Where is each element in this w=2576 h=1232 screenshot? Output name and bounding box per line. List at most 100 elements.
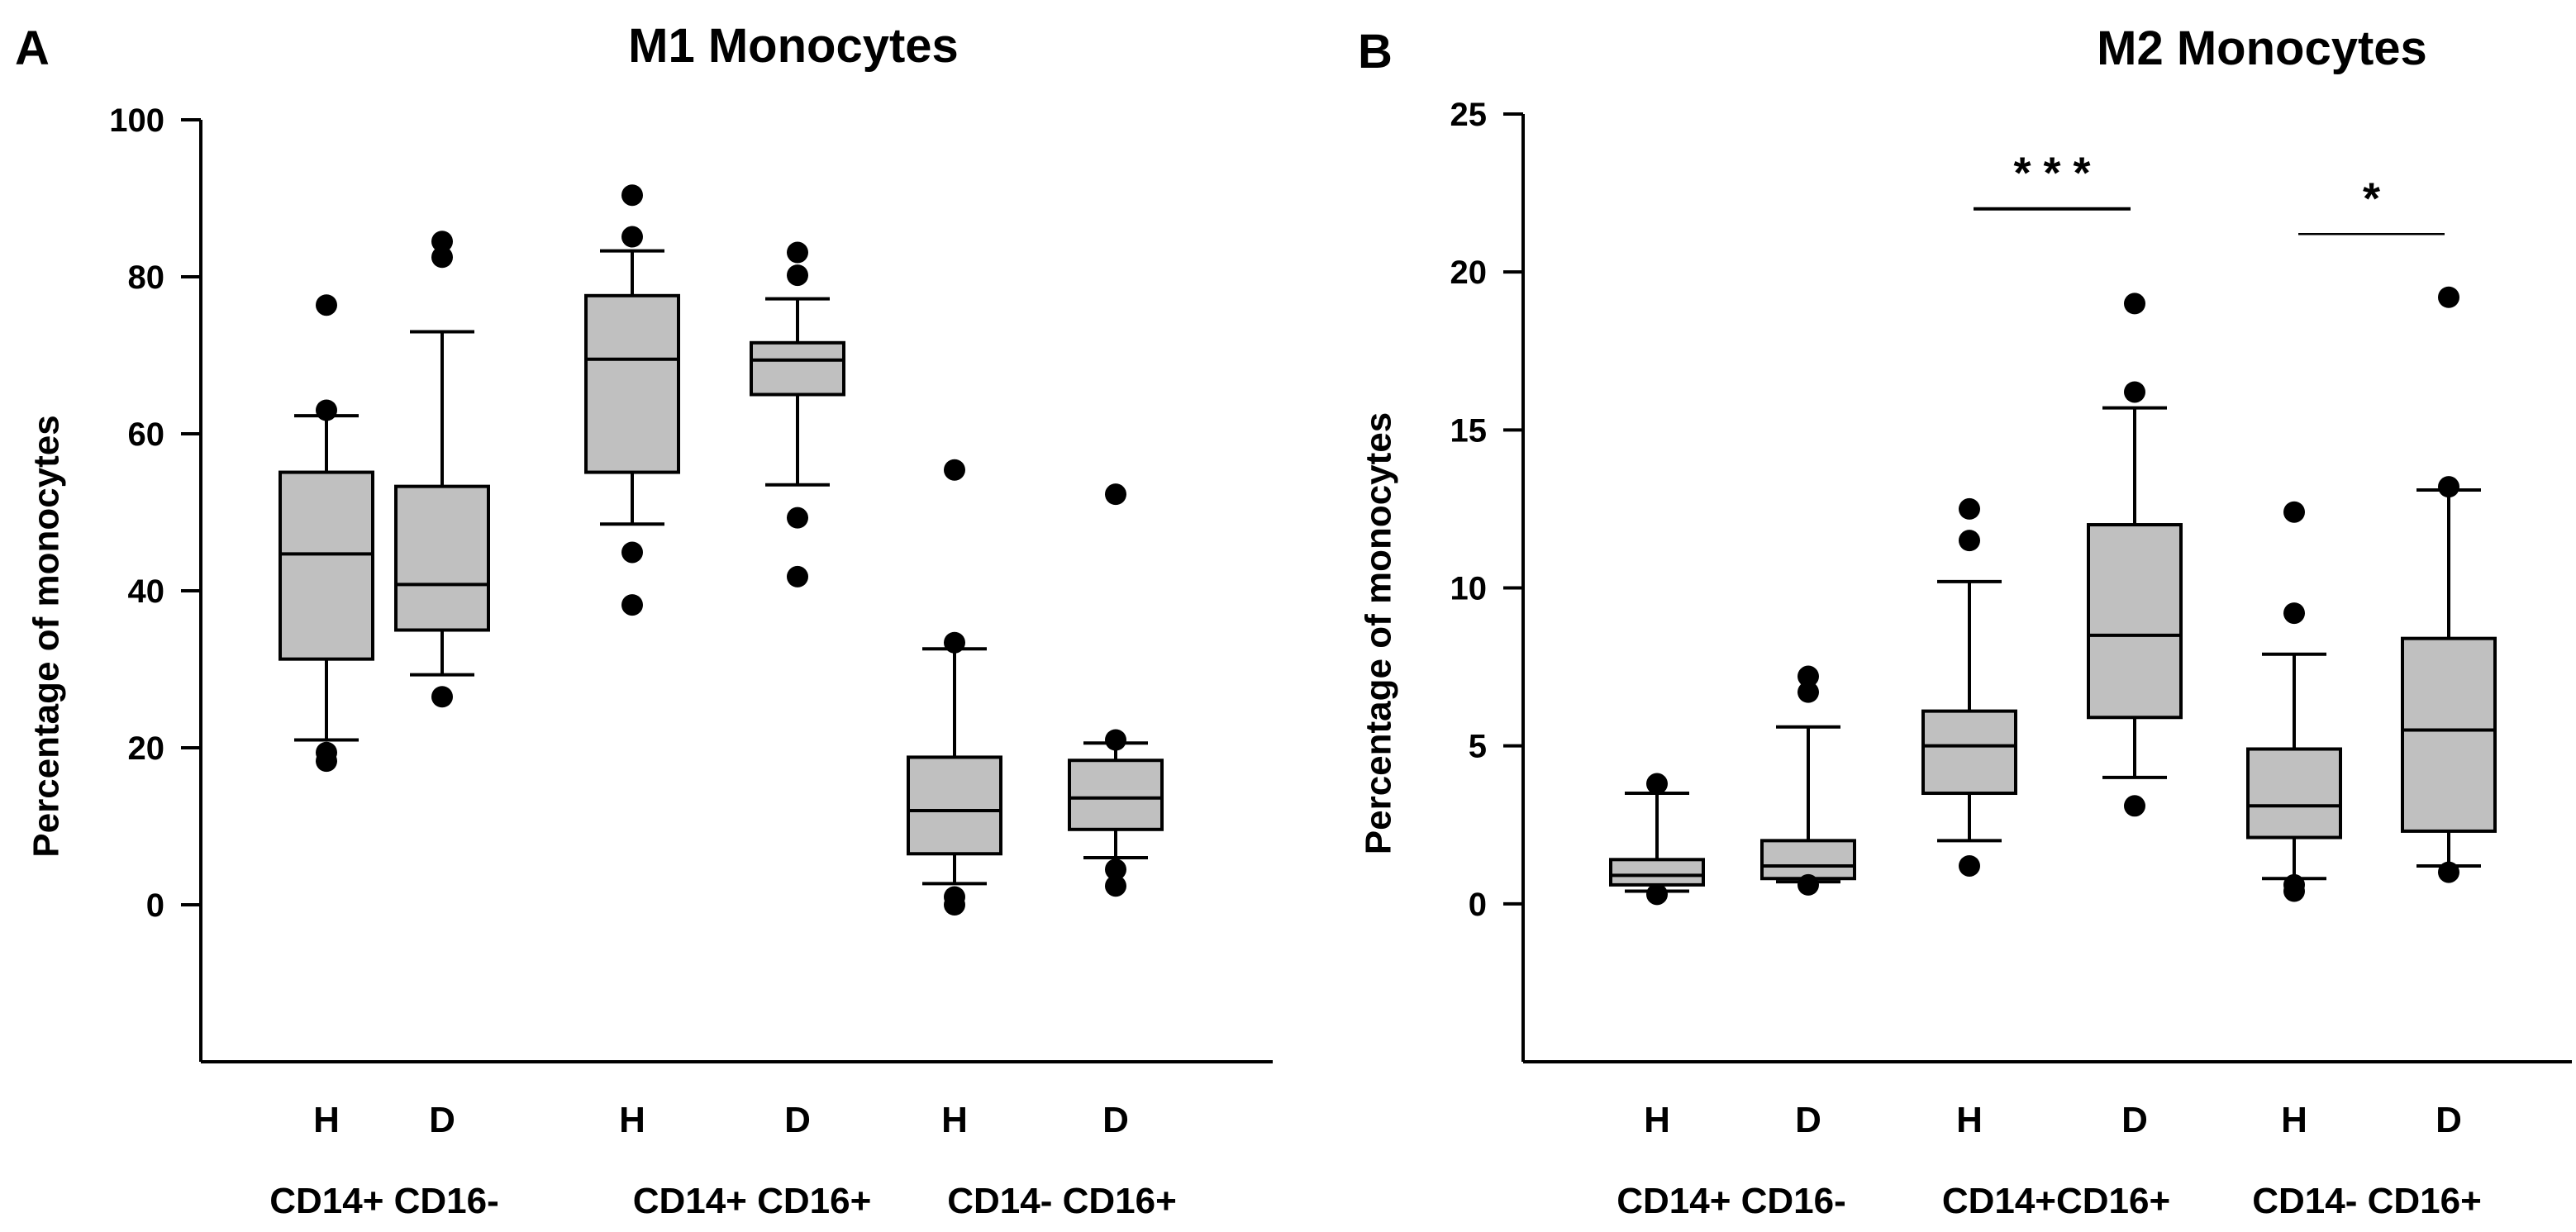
outlier-point [1797,665,1819,687]
box-body [2087,523,2183,720]
y-tick-label: 20 [1450,254,1488,291]
box-body [1609,858,1705,887]
box-body [584,293,680,474]
chart-title: M1 Monocytes [628,19,959,73]
outlier-point [1105,859,1126,881]
y-tick-label: 60 [128,416,165,453]
y-tick-label: 20 [128,730,165,767]
y-tick-label: 25 [1450,97,1488,133]
box-6 [2401,286,2497,883]
x-group-label: CD14+CD16+ [1942,1181,2170,1221]
outlier-point [1105,875,1126,897]
box-body [1921,709,2017,796]
outlier-point [621,594,643,616]
box-2 [394,231,490,708]
outlier-point [1797,873,1819,896]
outlier-point [316,294,337,316]
x-category-label: D [2436,1100,2462,1140]
panel-letter: B [1358,25,1393,78]
chart-title: M2 Monocytes [2097,21,2427,75]
box-1 [1609,773,1705,906]
outlier-point [2438,286,2459,308]
box-body [279,470,374,661]
outlier-point [787,565,808,587]
y-tick-label: 15 [1450,412,1488,449]
box-body [1068,759,1164,831]
outlier-point [621,184,643,207]
x-category-label: H [2281,1100,2307,1140]
y-axis-label: Percentage of monocytes [1358,412,1398,855]
y-tick-label: 5 [1469,729,1487,765]
x-group-label: CD14+ CD16+ [633,1181,872,1221]
outlier-point [1797,681,1819,703]
outlier-point [431,246,453,269]
chart-panel-a: A M1 Monocytes 0 20 40 60 80 100 Percentage of m… [15,19,1273,1221]
x-category-label: H [619,1100,645,1140]
y-tick-label: 100 [109,102,164,139]
outlier-point [2124,293,2145,315]
box-3 [584,184,680,616]
outlier-point [1646,773,1668,795]
x-group-label: CD14+ CD16- [1617,1181,1846,1221]
outlier-point [787,241,808,264]
box-1 [279,294,374,773]
significance-label: * [2363,174,2380,223]
outlier-point [431,231,453,253]
box-5 [2246,501,2342,902]
outlier-point [2124,381,2145,403]
box-body [750,340,845,397]
outlier-point [1105,483,1126,506]
outlier-point [2283,501,2305,523]
outlier-point [787,264,808,287]
panel-letter: A [15,21,50,75]
outlier-point [431,686,453,708]
x-category-label: H [1956,1100,1983,1140]
outlier-point [944,631,965,654]
x-category-label: D [1795,1100,1821,1140]
box-body [2401,636,2497,833]
y-tick-label: 40 [128,573,165,610]
box-6 [1068,483,1164,897]
outlier-point [2438,861,2459,883]
x-group-label: CD14- CD16+ [947,1181,1177,1221]
box-body [907,755,1002,856]
y-tick-label: 0 [1469,887,1487,923]
box-body [394,484,490,632]
box-5 [907,459,1002,916]
y-axis-label: Percentage of monocytes [26,415,66,858]
x-category-label: D [429,1100,455,1140]
outlier-point [1959,854,1980,877]
x-group-label: CD14+ CD16- [269,1181,499,1221]
outlier-point [2283,873,2305,896]
outlier-point [1959,530,1980,552]
outlier-point [621,226,643,248]
x-category-label: H [1644,1100,1670,1140]
outlier-point [621,541,643,564]
outlier-point [2283,602,2305,625]
y-tick-label: 0 [146,887,164,924]
y-tick-label: 10 [1450,571,1488,607]
outlier-point [316,399,337,421]
chart-panel-b: B M2 Monocytes 0 5 10 15 20 25 Percentage of mon… [1358,21,2572,1221]
y-tick-label: 80 [128,259,165,296]
outlier-point [1105,729,1126,751]
outlier-point [944,459,965,481]
x-category-label: D [2121,1100,2148,1140]
box-body [1760,839,1856,881]
outlier-point [2124,795,2145,817]
x-group-label: CD14- CD16+ [2252,1181,2482,1221]
box-4 [2087,293,2183,817]
x-category-label: D [1102,1100,1129,1140]
outlier-point [1646,883,1668,906]
box-3 [1921,497,2017,877]
outlier-point [2438,476,2459,498]
box-body [2246,747,2342,840]
outlier-point [944,886,965,908]
x-category-label: H [313,1100,340,1140]
box-4 [750,241,845,587]
box-2 [1760,665,1856,896]
x-category-label: D [784,1100,811,1140]
outlier-point [316,741,337,763]
significance-label: * * * [2013,149,2090,198]
